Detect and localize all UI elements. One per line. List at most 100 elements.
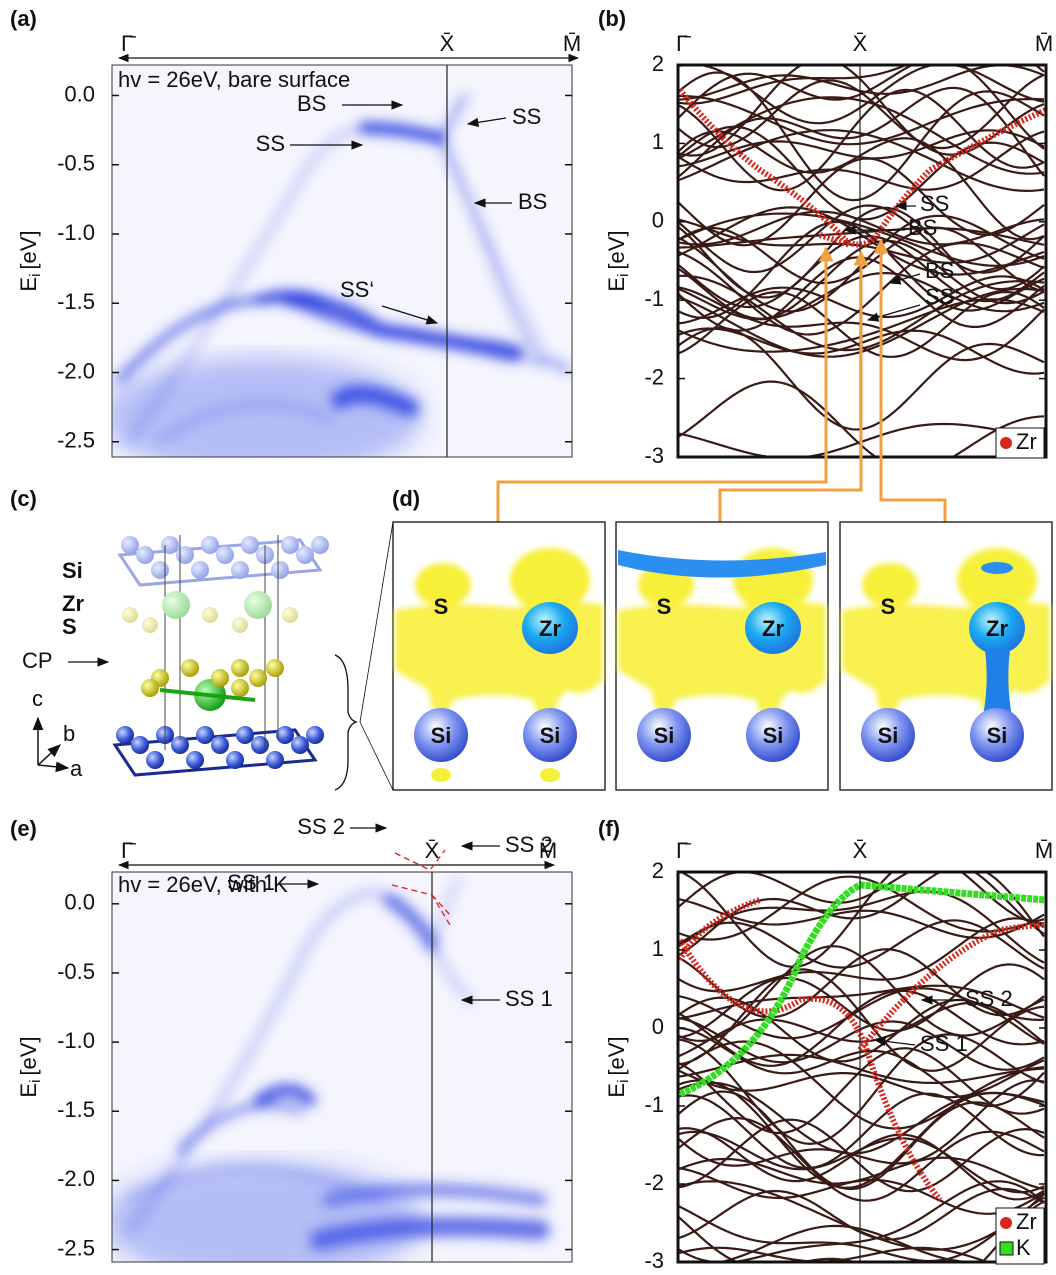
k-point-label: X̄ bbox=[440, 31, 455, 56]
annotation: SS‘ bbox=[340, 277, 374, 302]
k-point-label: Γ̄ bbox=[121, 838, 136, 863]
crystal-structure bbox=[115, 535, 329, 775]
y-axis-label: Ei [eV] bbox=[604, 1036, 632, 1097]
atom bbox=[266, 659, 284, 677]
y-tick-label: -1.5 bbox=[57, 289, 95, 314]
intensity-wide bbox=[102, 357, 422, 477]
panel-label: (d) bbox=[392, 486, 420, 511]
atom bbox=[306, 726, 324, 744]
y-tick-label: 0 bbox=[652, 208, 664, 233]
y-label-sub: i bbox=[27, 274, 44, 277]
atom bbox=[122, 607, 138, 623]
atom bbox=[276, 726, 294, 744]
atom bbox=[236, 726, 254, 744]
arpes-image bbox=[102, 65, 572, 477]
atom bbox=[136, 546, 154, 564]
y-label-main: E bbox=[16, 1083, 41, 1098]
panel-label: (c) bbox=[10, 486, 37, 511]
y-axis-label: Ei[eV] bbox=[16, 230, 44, 291]
atom bbox=[296, 546, 314, 564]
y-label-sub: i bbox=[27, 1080, 44, 1083]
atom bbox=[251, 736, 269, 754]
annotation: BS bbox=[518, 189, 547, 214]
intensity-blob bbox=[102, 357, 422, 477]
annotation: SS 1 bbox=[505, 986, 553, 1011]
atom bbox=[131, 736, 149, 754]
y-tick-label: -2.5 bbox=[57, 1235, 95, 1260]
arpes-image bbox=[102, 872, 572, 1270]
y-label-main: E bbox=[604, 1083, 629, 1098]
atom bbox=[231, 659, 249, 677]
y-label-main: E bbox=[16, 277, 41, 292]
atom-label: Si bbox=[431, 723, 452, 748]
atom bbox=[141, 679, 159, 697]
atom bbox=[161, 536, 179, 554]
y-tick-label: 0.0 bbox=[64, 890, 95, 915]
atom-label: Si bbox=[987, 723, 1008, 748]
isosurface-yellow bbox=[431, 768, 451, 782]
density-box: SZrSiSi bbox=[616, 522, 828, 790]
atom-label: S bbox=[62, 614, 77, 639]
panel-label: (e) bbox=[10, 816, 37, 841]
atom-label: Zr bbox=[762, 616, 784, 641]
atom bbox=[191, 561, 209, 579]
y-label-unit: [eV] bbox=[604, 1036, 629, 1075]
atom bbox=[231, 679, 249, 697]
atom bbox=[142, 617, 158, 633]
isosurface-blue bbox=[981, 562, 1013, 574]
atom bbox=[311, 536, 329, 554]
plane-label: CP bbox=[22, 648, 53, 673]
atom bbox=[266, 751, 284, 769]
panel-label: (f) bbox=[598, 816, 620, 841]
y-tick-label: 0.0 bbox=[64, 81, 95, 106]
atom-label: Si bbox=[763, 723, 784, 748]
axis-letter: c bbox=[32, 686, 43, 711]
atom-label: Si bbox=[878, 723, 899, 748]
k-point-label: X̄ bbox=[853, 838, 868, 863]
y-axis-label: Ei[eV] bbox=[604, 230, 632, 291]
panel-label: (a) bbox=[10, 6, 37, 31]
k-point-label: Γ̄ bbox=[121, 31, 136, 56]
annotation: SS 1 bbox=[227, 870, 275, 895]
k-point-label: Γ̄ bbox=[676, 838, 691, 863]
atom bbox=[249, 669, 267, 687]
k-point-label: Γ̄ bbox=[676, 31, 691, 56]
band-structure bbox=[678, 856, 1046, 1270]
y-label-sub: i bbox=[615, 1080, 632, 1083]
k-point-label: M̄ bbox=[1035, 838, 1053, 863]
isosurface-yellow bbox=[540, 768, 560, 782]
y-tick-label: -1 bbox=[644, 1092, 664, 1117]
atom bbox=[121, 536, 139, 554]
annotation: SS 2 bbox=[965, 986, 1013, 1011]
atom bbox=[226, 751, 244, 769]
atom bbox=[232, 617, 248, 633]
annotation: SS bbox=[920, 191, 949, 216]
legend-swatch bbox=[1000, 1242, 1013, 1255]
k-point-label: M̄ bbox=[563, 31, 581, 56]
y-tick-label: 1 bbox=[652, 129, 664, 154]
y-tick-label: -1 bbox=[644, 286, 664, 311]
y-tick-label: -2.5 bbox=[57, 428, 95, 453]
y-tick-label: -0.5 bbox=[57, 959, 95, 984]
axis-b bbox=[38, 745, 60, 765]
annotation: SS bbox=[512, 104, 541, 129]
legend-swatch bbox=[1000, 437, 1012, 449]
atom-label: Si bbox=[654, 723, 675, 748]
y-label-main: E bbox=[604, 277, 629, 292]
y-label-unit: [eV] bbox=[604, 230, 629, 269]
atom bbox=[231, 561, 249, 579]
atom bbox=[151, 561, 169, 579]
atom bbox=[211, 736, 229, 754]
y-tick-label: -3 bbox=[644, 443, 664, 468]
axis-letter: a bbox=[70, 756, 83, 781]
atom bbox=[216, 546, 234, 564]
atom bbox=[162, 591, 190, 619]
atom-label: Si bbox=[540, 723, 561, 748]
atom-label: Zr bbox=[62, 591, 84, 616]
y-tick-label: -2 bbox=[644, 364, 664, 389]
y-tick-label: -1.0 bbox=[57, 1028, 95, 1053]
y-tick-label: -3 bbox=[644, 1248, 664, 1270]
atom-label: Si bbox=[62, 558, 83, 583]
axis-letter: b bbox=[63, 721, 75, 746]
